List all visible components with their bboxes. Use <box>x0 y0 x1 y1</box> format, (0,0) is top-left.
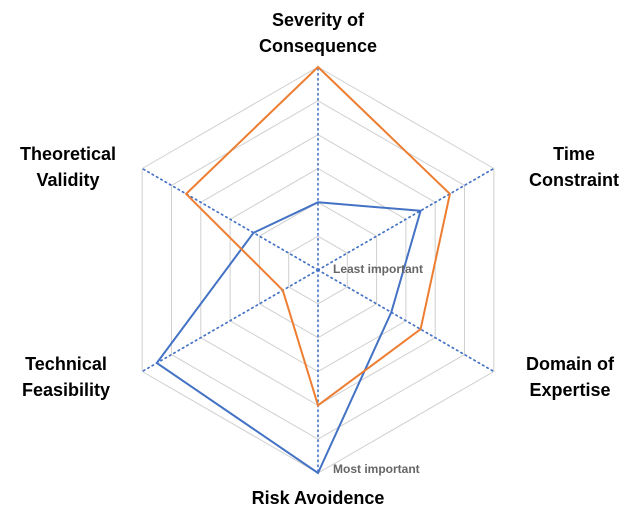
axis-label-severity-line-2: Consequence <box>259 36 377 56</box>
radar-series <box>155 65 451 475</box>
grid-ring-2 <box>258 201 378 339</box>
axis-label-theoretical-line-2: Validity <box>36 170 99 190</box>
axis-label-technical-line-1: Technical <box>25 354 107 374</box>
axis-label-domain-line-1: Domain of <box>526 354 615 374</box>
radar-axis-labels: Severity of Consequence Time Constraint Doma… <box>20 10 619 506</box>
axis-spoke-theoretical <box>141 167 319 271</box>
axis-label-time-line-1: Time <box>553 144 595 164</box>
grid-ring-1 <box>288 235 348 305</box>
series-2-line <box>184 65 451 407</box>
axis-label-domain-line-2: Expertise <box>529 380 610 400</box>
axis-label-severity: Severity of Consequence <box>259 10 377 56</box>
axis-spoke-technical <box>141 269 319 373</box>
axis-label-risk: Risk Avoidence <box>252 488 385 506</box>
axis-label-technical: Technical Feasibility <box>22 354 110 400</box>
axis-label-severity-line-1: Severity of <box>272 10 365 30</box>
axis-spoke-time <box>317 167 495 271</box>
radar-axes <box>141 66 495 474</box>
tick-label-most: Most important <box>333 462 420 476</box>
axis-label-theoretical: Theoretical Validity <box>20 144 116 190</box>
axis-label-technical-line-2: Feasibility <box>22 380 110 400</box>
axis-label-theoretical-line-1: Theoretical <box>20 144 116 164</box>
axis-label-risk-line-1: Risk Avoidence <box>252 488 385 506</box>
tick-label-least: Least important <box>333 262 423 276</box>
axis-label-time-line-2: Constraint <box>529 170 619 190</box>
axis-spoke-domain <box>317 269 495 373</box>
series-1-line <box>155 201 422 475</box>
axis-label-domain: Domain of Expertise <box>526 354 615 400</box>
axis-label-time: Time Constraint <box>529 144 619 190</box>
